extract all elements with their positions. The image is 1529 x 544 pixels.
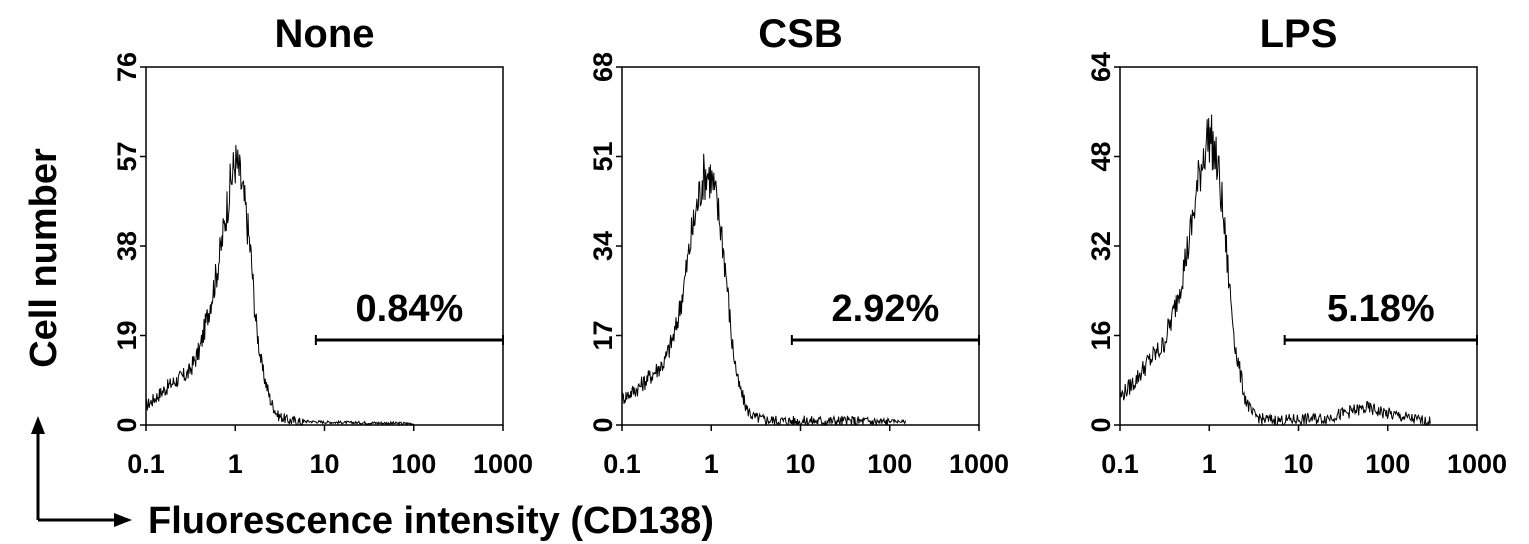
y-tick-label: 34 [588, 231, 618, 261]
plot-frame [145, 66, 504, 426]
y-tick-label: 48 [1086, 141, 1116, 171]
y-tick-label: 0 [1086, 417, 1116, 432]
gate-percentage-label: 5.18% [1327, 288, 1435, 330]
y-tick-label: 0 [588, 417, 618, 432]
y-tick-label: 64 [1086, 52, 1116, 82]
y-tick-label: 16 [1086, 320, 1116, 350]
x-tick-label: 0.1 [1101, 449, 1139, 479]
y-tick-label: 51 [588, 141, 618, 171]
x-tick-label: 10 [1283, 449, 1313, 479]
y-tick-label: 68 [588, 52, 618, 82]
histogram-line [621, 153, 906, 427]
y-tick-label: 38 [112, 231, 142, 261]
panel-title: None [275, 12, 375, 56]
y-tick-label: 76 [112, 52, 142, 82]
x-tick-label: 100 [1365, 449, 1410, 479]
panel-title: CSB [758, 12, 842, 56]
y-tick-label: 19 [112, 320, 142, 350]
histogram-line [145, 144, 415, 427]
gate-percentage-label: 0.84% [356, 288, 464, 330]
x-tick-label: 1 [704, 449, 719, 479]
figure-ylabel: Cell number [23, 148, 65, 368]
plot-frame [1119, 66, 1478, 426]
x-tick-label: 100 [391, 449, 436, 479]
x-tick-label: 0.1 [603, 449, 641, 479]
y-tick-label: 57 [112, 141, 142, 171]
x-tick-label: 100 [867, 449, 912, 479]
x-tick-label: 1000 [949, 449, 1009, 479]
y-tick-label: 0 [112, 417, 142, 432]
x-tick-label: 1000 [1447, 449, 1507, 479]
x-tick-label: 10 [309, 449, 339, 479]
axis-arrows [31, 416, 132, 527]
histogram-panel-csb: CSB 0.1 1 10 100 1000 0 17 34 51 68 2.92% [588, 12, 1009, 479]
x-tick-label: 1 [228, 449, 243, 479]
histogram-line [1119, 114, 1431, 427]
x-tick-label: 1000 [473, 449, 533, 479]
panel-title: LPS [1260, 12, 1338, 56]
x-tick-label: 0.1 [127, 449, 165, 479]
plot-frame [621, 66, 980, 426]
histogram-panel-none: None 0.1 1 10 100 1000 0 19 38 57 76 0.84% [112, 12, 533, 479]
y-tick-label: 32 [1086, 231, 1116, 261]
histogram-panel-lps: LPS 0.1 1 10 100 1000 0 16 32 48 64 5.18% [1086, 12, 1507, 479]
figure-xlabel: Fluorescence intensity (CD138) [148, 500, 714, 542]
x-tick-label: 10 [785, 449, 815, 479]
x-tick-label: 1 [1202, 449, 1217, 479]
y-tick-label: 17 [588, 320, 618, 350]
gate-percentage-label: 2.92% [832, 288, 940, 330]
